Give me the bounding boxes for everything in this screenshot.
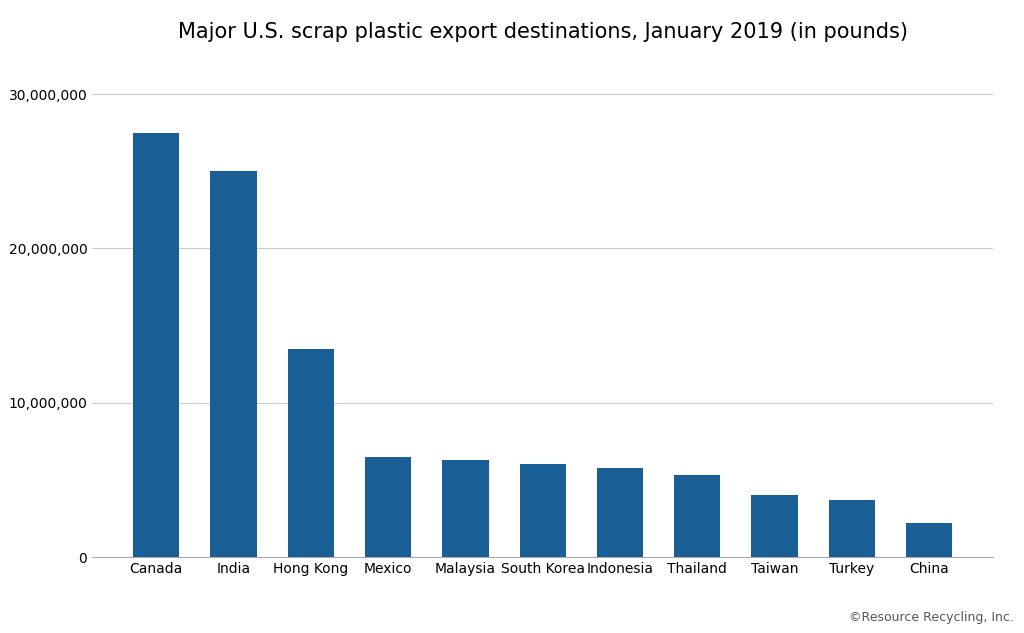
Bar	[752, 495, 798, 557]
Text: ©Resource Recycling, Inc.: ©Resource Recycling, Inc.	[849, 610, 1014, 624]
Bar	[442, 460, 488, 557]
Bar	[519, 465, 566, 557]
Bar	[674, 475, 721, 557]
Y-axis label: Pounds: Pounds	[0, 285, 3, 335]
Bar	[133, 133, 179, 557]
Bar	[828, 500, 876, 557]
Bar	[597, 468, 643, 557]
Bar	[288, 349, 334, 557]
Bar	[365, 457, 412, 557]
Bar	[906, 523, 952, 557]
Bar	[210, 172, 257, 557]
Title: Major U.S. scrap plastic export destinations, January 2019 (in pounds): Major U.S. scrap plastic export destinat…	[178, 22, 907, 42]
